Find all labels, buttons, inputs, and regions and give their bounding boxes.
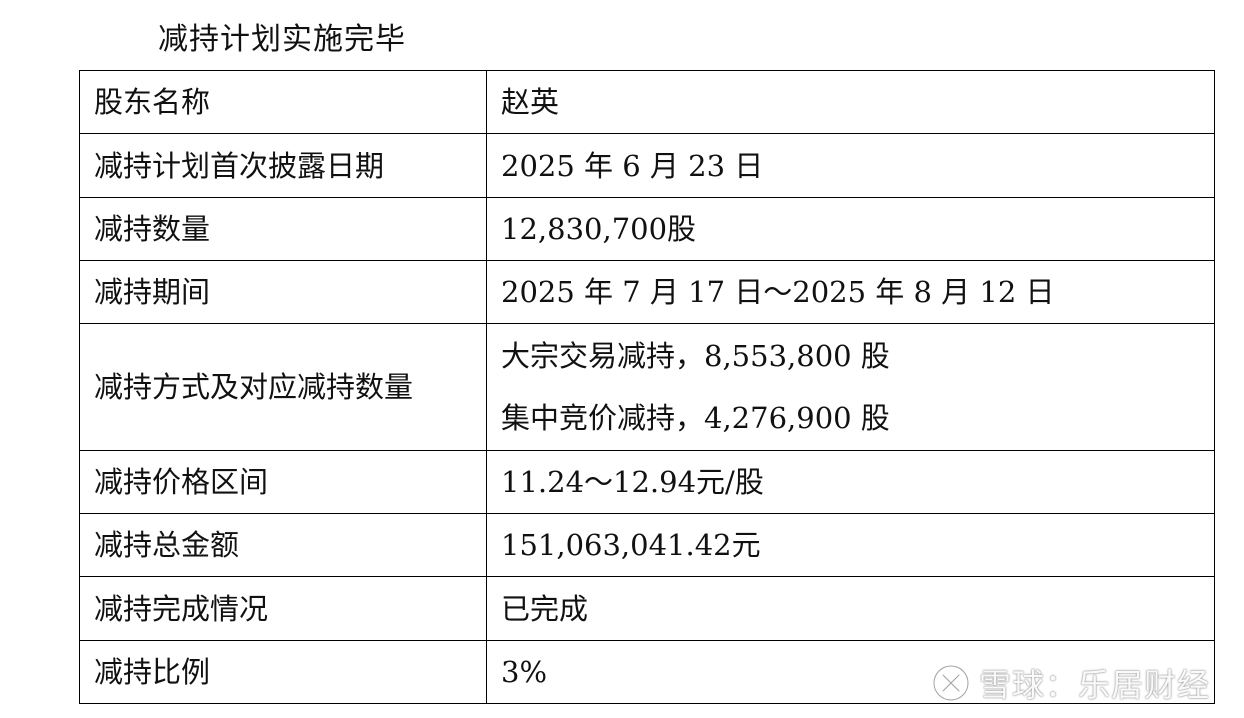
row-label: 股东名称	[79, 70, 487, 134]
row-label: 减持期间	[79, 260, 487, 324]
value-line-block-trade: 大宗交易减持，8,553,800 股	[501, 339, 890, 373]
row-value: 2025 年 7 月 17 日～2025 年 8 月 12 日	[486, 260, 1215, 324]
section-title: 减持计划实施完毕	[158, 22, 406, 57]
row-value: 3%	[486, 640, 1215, 704]
row-label: 减持总金额	[79, 513, 487, 577]
row-value: 151,063,041.42元	[486, 513, 1215, 577]
xueqiu-logo-icon	[931, 664, 970, 702]
table-row: 股东名称 赵英	[79, 70, 1215, 134]
table-row: 减持方式及对应减持数量 大宗交易减持，8,553,800 股 集中竞价减持，4,…	[79, 323, 1215, 451]
value-line-auction: 集中竞价减持，4,276,900 股	[501, 401, 890, 435]
row-value: 11.24～12.94元/股	[486, 450, 1215, 514]
row-label: 减持比例	[79, 640, 487, 704]
table-row: 减持总金额 151,063,041.42元	[79, 513, 1215, 577]
row-label: 减持价格区间	[79, 450, 487, 514]
table-row: 减持期间 2025 年 7 月 17 日～2025 年 8 月 12 日	[79, 260, 1215, 324]
row-label: 减持方式及对应减持数量	[79, 323, 487, 451]
table-row: 减持比例 3%	[79, 640, 1215, 704]
reduction-info-table: 股东名称 赵英 减持计划首次披露日期 2025 年 6 月 23 日 减持数量 …	[79, 70, 1215, 704]
row-value: 赵英	[486, 70, 1215, 134]
row-value-multiline: 大宗交易减持，8,553,800 股 集中竞价减持，4,276,900 股	[486, 323, 1215, 451]
table-row: 减持计划首次披露日期 2025 年 6 月 23 日	[79, 133, 1215, 198]
watermark: 雪球：乐居财经	[931, 660, 1210, 706]
table-row: 减持数量 12,830,700股	[79, 197, 1215, 261]
row-label: 减持完成情况	[79, 576, 487, 641]
table-row: 减持完成情况 已完成	[79, 576, 1215, 641]
row-value: 12,830,700股	[486, 197, 1215, 261]
row-value: 2025 年 6 月 23 日	[486, 133, 1215, 198]
watermark-text: 雪球：乐居财经	[978, 666, 1210, 704]
row-label: 减持数量	[79, 197, 487, 261]
row-label: 减持计划首次披露日期	[79, 133, 487, 198]
table-row: 减持价格区间 11.24～12.94元/股	[79, 450, 1215, 514]
row-value: 已完成	[486, 576, 1215, 641]
